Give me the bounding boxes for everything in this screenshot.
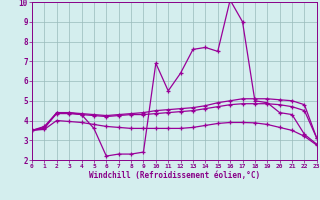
X-axis label: Windchill (Refroidissement éolien,°C): Windchill (Refroidissement éolien,°C) (89, 171, 260, 180)
